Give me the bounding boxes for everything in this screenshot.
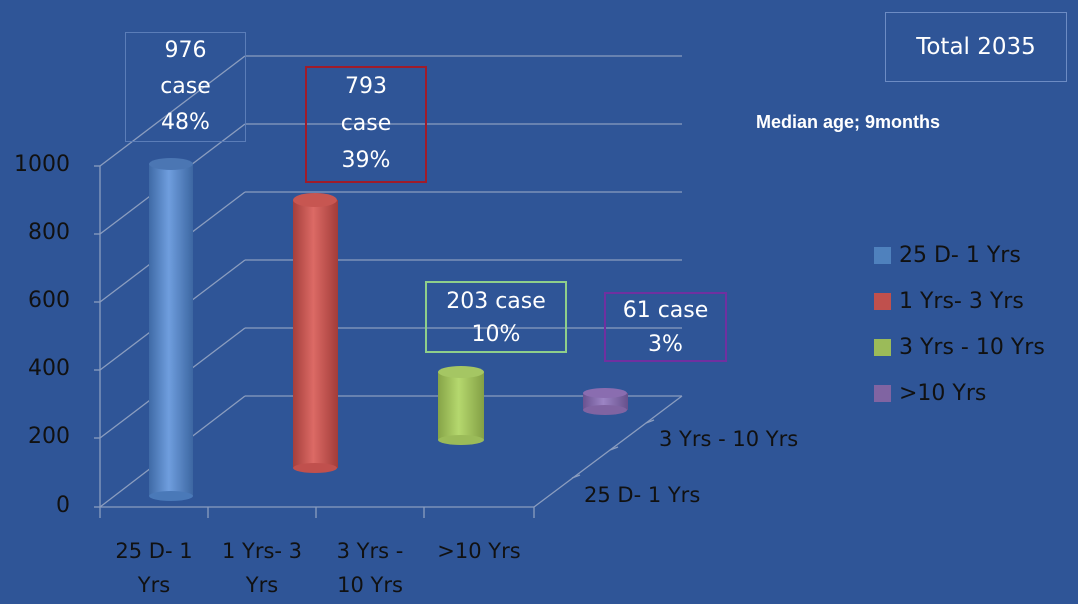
y-tick-label: 200	[28, 424, 70, 449]
bar-3yrs-10yrs	[438, 366, 484, 445]
total-box: Total 2035	[885, 12, 1067, 82]
x-tick-label: 3 Yrs - 10 Yrs	[336, 539, 404, 597]
legend-label: 3 Yrs - 10 Yrs	[899, 334, 1045, 360]
y-tick-label: 600	[28, 288, 70, 313]
x-tick-label: >10 Yrs	[437, 539, 521, 563]
annotation-203-case: 203 case 10%	[425, 281, 567, 353]
legend: 25 D- 1 Yrs 1 Yrs- 3 Yrs 3 Yrs - 10 Yrs …	[874, 232, 1045, 416]
legend-item-over-10yrs: >10 Yrs	[874, 370, 1045, 416]
y-tick-label: 400	[28, 356, 70, 381]
legend-label: >10 Yrs	[899, 380, 987, 406]
legend-label: 1 Yrs- 3 Yrs	[899, 288, 1024, 314]
x-tick-label: 1 Yrs- 3 Yrs	[221, 539, 303, 597]
bar-over-10yrs	[583, 388, 628, 415]
legend-swatch-icon	[874, 246, 891, 264]
legend-item-1yrs-3yrs: 1 Yrs- 3 Yrs	[874, 278, 1045, 324]
annotation-793-case: 793 case 39%	[305, 66, 427, 183]
y-tick-label: 0	[56, 493, 70, 518]
depth-axis-label: 3 Yrs - 10 Yrs	[659, 427, 799, 451]
annotation-61-case: 61 case 3%	[604, 292, 727, 362]
x-tick-label: 25 D- 1 Yrs	[115, 539, 193, 597]
legend-swatch-icon	[874, 384, 891, 402]
bar-25d-1yrs	[149, 158, 193, 501]
annotation-976-case: 976 case 48%	[125, 32, 246, 142]
depth-axis-label: 25 D- 1 Yrs	[584, 483, 701, 507]
legend-swatch-icon	[874, 292, 891, 310]
median-age-note: Median age; 9months	[756, 112, 941, 132]
bar-1yrs-3yrs	[293, 193, 338, 473]
legend-item-25d-1yrs: 25 D- 1 Yrs	[874, 232, 1045, 278]
legend-item-3yrs-10yrs: 3 Yrs - 10 Yrs	[874, 324, 1045, 370]
y-tick-label: 1000	[14, 152, 70, 177]
legend-swatch-icon	[874, 338, 891, 356]
y-tick-label: 800	[28, 220, 70, 245]
legend-label: 25 D- 1 Yrs	[899, 242, 1021, 268]
